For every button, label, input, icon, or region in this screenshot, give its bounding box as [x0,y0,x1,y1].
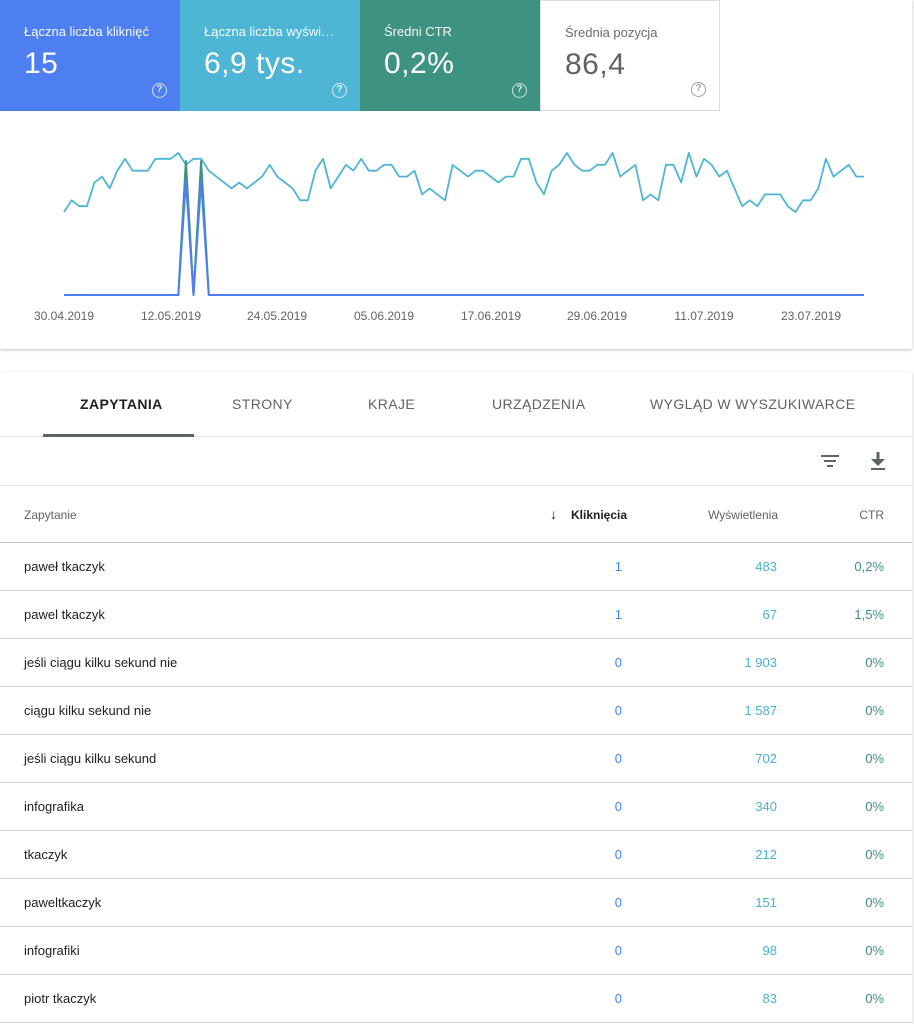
cell-impressions: 83 [762,991,777,1006]
tab-pages[interactable]: STRONY [232,396,293,412]
series-line-2 [64,180,864,296]
performance-card: Łączna liczba kliknięć 15 ? Łączna liczb… [0,0,912,349]
header-impressions[interactable]: Wyświetlenia [708,508,778,522]
table-row[interactable]: pawel tkaczyk 1 67 1,5% [0,591,912,639]
cell-clicks: 0 [614,655,622,670]
cell-query: infografika [24,799,84,814]
x-tick-label: 05.06.2019 [354,309,414,323]
metric-label: Łączna liczba kliknięć [24,24,150,39]
cell-ctr: 1,5% [854,607,884,622]
cell-clicks: 0 [614,895,622,910]
header-ctr[interactable]: CTR [859,508,884,522]
cell-clicks: 0 [614,751,622,766]
cell-clicks: 0 [614,703,622,718]
cell-query: tkaczyk [24,847,68,862]
cell-ctr: 0,2% [854,559,884,574]
table-row[interactable]: infografika 0 340 0% [0,783,912,831]
help-icon[interactable]: ? [332,83,347,98]
x-tick-label: 17.06.2019 [461,309,521,323]
header-query[interactable]: Zapytanie [24,508,77,522]
cell-clicks: 0 [614,991,622,1006]
results-card: ZAPYTANIA STRONY KRAJE URZĄDZENIA WYGLĄD… [0,372,912,1024]
header-clicks[interactable]: Kliknięcia [571,508,628,522]
series-line-1 [64,160,864,296]
cell-ctr: 0% [865,847,884,862]
cell-impressions: 1 903 [744,655,777,670]
table-row[interactable]: piotr tkaczyk 0 83 0% [0,975,912,1023]
cell-ctr: 0% [865,703,884,718]
cell-ctr: 0% [865,895,884,910]
cell-query: jeśli ciągu kilku sekund [24,751,157,766]
cell-ctr: 0% [865,655,884,670]
metric-average-ctr[interactable]: Średni CTR 0,2% ? [360,0,540,111]
table-row[interactable]: infografiki 0 98 0% [0,927,912,975]
metric-total-clicks[interactable]: Łączna liczba kliknięć 15 ? [0,0,180,111]
metric-average-position[interactable]: Średnia pozycja 86,4 ? [540,0,720,111]
cell-impressions: 98 [762,943,777,958]
tab-bar: ZAPYTANIA STRONY KRAJE URZĄDZENIA WYGLĄD… [0,372,912,437]
metric-label: Łączna liczba wyświetleń [204,24,336,39]
cell-query: pawel tkaczyk [24,607,105,622]
table-header: Zapytanie ↓ Kliknięcia Wyświetlenia CTR [0,486,912,543]
cell-clicks: 0 [614,799,622,814]
table-row[interactable]: jeśli ciągu kilku sekund 0 702 0% [0,735,912,783]
help-icon[interactable]: ? [691,82,706,97]
cell-query: paweł tkaczyk [24,559,105,574]
metric-value: 15 [24,47,59,80]
cell-query: piotr tkaczyk [24,991,97,1006]
cell-query: paweltkaczyk [24,895,102,910]
cell-impressions: 151 [755,895,777,910]
cell-clicks: 1 [614,607,622,622]
cell-impressions: 1 587 [744,703,777,718]
help-icon[interactable]: ? [152,83,167,98]
cell-query: infografiki [24,943,80,958]
cell-impressions: 483 [755,559,777,574]
x-tick-label: 12.05.2019 [141,309,201,323]
metrics-bar: Łączna liczba kliknięć 15 ? Łączna liczb… [0,0,720,111]
x-tick-label: 11.07.2019 [674,309,733,323]
cell-ctr: 0% [865,943,884,958]
tab-devices[interactable]: URZĄDZENIA [492,396,586,412]
tab-search-appearance[interactable]: WYGLĄD W WYSZUKIWARCE [650,396,856,412]
tab-queries[interactable]: ZAPYTANIA [80,396,163,412]
metric-total-impressions[interactable]: Łączna liczba wyświetleń 6,9 tys. ? [180,0,360,111]
tab-countries[interactable]: KRAJE [368,396,416,412]
metric-label: Średni CTR [384,24,452,39]
cell-ctr: 0% [865,991,884,1006]
cell-impressions: 702 [755,751,777,766]
table-row[interactable]: paweł tkaczyk 1 483 0,2% [0,543,912,591]
cell-impressions: 67 [762,607,777,622]
table-body: paweł tkaczyk 1 483 0,2% pawel tkaczyk 1… [0,543,912,1023]
cell-ctr: 0% [865,799,884,814]
help-icon[interactable]: ? [512,83,527,98]
cell-clicks: 1 [614,559,622,574]
cell-clicks: 0 [614,847,622,862]
table-row[interactable]: ciągu kilku sekund nie 0 1 587 0% [0,687,912,735]
filter-icon[interactable] [819,450,841,472]
table-row[interactable]: jeśli ciągu kilku sekund nie 0 1 903 0% [0,639,912,687]
table-toolbar [0,437,912,486]
metric-value: 0,2% [384,47,455,80]
cell-query: jeśli ciągu kilku sekund nie [24,655,178,670]
metric-value: 6,9 tys. [204,47,305,80]
cell-clicks: 0 [614,943,622,958]
x-tick-label: 29.06.2019 [567,309,627,323]
x-tick-label: 30.04.2019 [34,309,94,323]
cell-impressions: 340 [755,799,777,814]
table-row[interactable]: tkaczyk 0 212 0% [0,831,912,879]
cell-ctr: 0% [865,751,884,766]
cell-impressions: 212 [755,847,777,862]
table-row[interactable]: paweltkaczyk 0 151 0% [0,879,912,927]
metric-label: Średnia pozycja [565,25,658,40]
download-icon[interactable] [867,450,889,472]
performance-chart[interactable]: 30.04.2019 12.05.2019 24.05.2019 05.06.2019… [0,111,912,349]
metric-value: 86,4 [565,48,626,81]
series-line-0 [63,152,864,213]
cell-query: ciągu kilku sekund nie [24,703,152,718]
active-tab-indicator [43,434,194,437]
x-tick-label: 23.07.2019 [781,309,841,323]
x-tick-label: 24.05.2019 [247,309,307,323]
sort-arrow-icon[interactable]: ↓ [550,506,557,522]
